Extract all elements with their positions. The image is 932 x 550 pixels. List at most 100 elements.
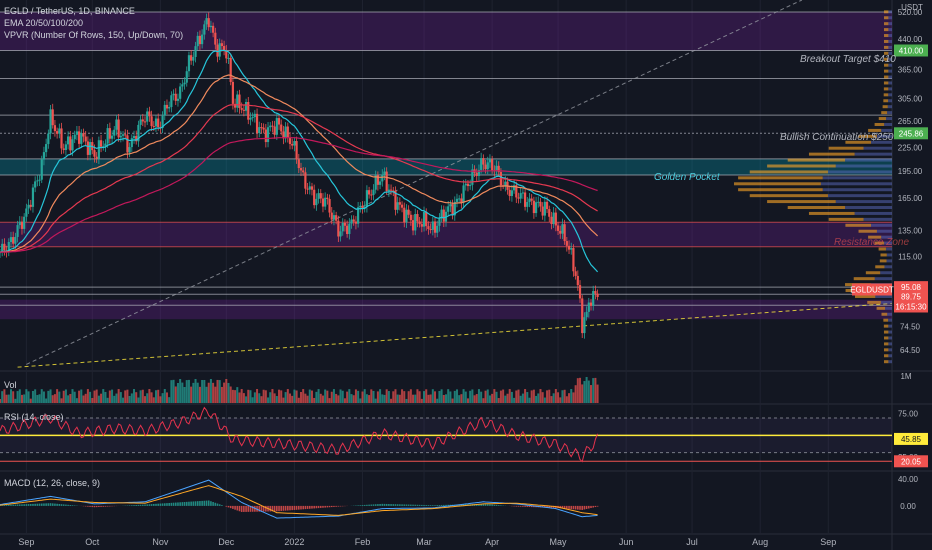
- macd-hist-bar: [302, 505, 304, 510]
- vp-bar-down: [888, 39, 892, 43]
- vp-bar-down: [887, 312, 892, 316]
- volume-bar: [528, 397, 531, 403]
- macd-hist-bar: [221, 505, 223, 506]
- candle-body: [49, 109, 52, 134]
- price-tick-label: 64.50: [900, 346, 921, 355]
- candle-body: [339, 231, 342, 237]
- vp-bar-down: [827, 170, 892, 174]
- candle-body: [543, 201, 546, 216]
- vp-bar-down: [871, 223, 892, 227]
- candle-body: [343, 222, 347, 226]
- volume-bar: [310, 390, 313, 403]
- volume-bar: [381, 394, 384, 403]
- vp-bar-down: [888, 99, 892, 103]
- macd-hist-bar: [269, 505, 272, 512]
- vp-bar-down: [854, 152, 892, 156]
- candle-body: [86, 141, 89, 155]
- vp-bar-down: [888, 51, 892, 55]
- candle-body: [387, 189, 390, 192]
- candle-body: [222, 46, 226, 51]
- candle-body: [170, 95, 173, 107]
- volume-legend[interactable]: Vol: [4, 380, 17, 390]
- volume-bar: [460, 394, 463, 403]
- candle-body: [530, 198, 533, 201]
- volume-bar: [431, 389, 434, 403]
- candle-body: [297, 159, 300, 169]
- vpvr-legend[interactable]: VPVR (Number Of Rows, 150, Up/Down, 70): [4, 30, 184, 40]
- candle-body: [154, 118, 158, 127]
- candle-body: [510, 190, 514, 197]
- candle-body: [383, 171, 386, 175]
- volume-bar: [304, 393, 307, 403]
- vp-bar-up: [865, 271, 881, 275]
- rsi-legend[interactable]: RSI (14, close): [4, 412, 64, 422]
- candle-body: [574, 271, 577, 276]
- candle-body: [372, 189, 375, 195]
- volume-bar: [510, 391, 513, 403]
- volume-bar: [451, 398, 454, 403]
- candle-body: [14, 236, 17, 244]
- volume-bar: [539, 389, 542, 403]
- candle-body: [321, 198, 325, 207]
- rsi-value-box: [894, 432, 928, 445]
- candle-body: [97, 140, 100, 159]
- vp-bar-up: [734, 182, 821, 186]
- volume-bar: [361, 391, 364, 403]
- candle-body: [554, 212, 557, 226]
- candle-body: [534, 202, 538, 214]
- vp-bar-down: [827, 194, 892, 198]
- candle-body: [508, 189, 511, 197]
- candle-body: [214, 32, 217, 45]
- volume-bar: [62, 390, 65, 403]
- symbol-legend[interactable]: EGLD / TetherUS, 1D, BINANCE: [4, 6, 135, 16]
- volume-bar: [563, 389, 566, 403]
- macd-hist-bar: [581, 505, 584, 510]
- volume-bar: [438, 390, 441, 403]
- macd-hist-bar: [583, 505, 586, 510]
- macd-hist-bar: [528, 505, 531, 508]
- candle-body: [548, 209, 551, 217]
- candle-body: [25, 208, 28, 217]
- candle-body: [482, 158, 485, 165]
- volume-bar: [89, 391, 92, 403]
- vp-bar-up: [845, 140, 872, 144]
- macd-hist-bar: [297, 505, 300, 510]
- candle-body: [130, 138, 133, 148]
- candle-body: [110, 135, 114, 139]
- volume-bar: [313, 397, 316, 403]
- vp-bar-up: [749, 170, 828, 174]
- candle-body: [227, 57, 230, 59]
- vp-bar-up: [845, 223, 872, 227]
- volume-bar: [183, 386, 186, 403]
- candle-body: [198, 35, 202, 45]
- volume-bar: [497, 398, 500, 403]
- candle-body: [205, 18, 208, 25]
- macd-hist-bar: [392, 504, 395, 506]
- volume-bar: [249, 390, 252, 403]
- candle-body: [517, 197, 520, 199]
- macd-legend[interactable]: MACD (12, 26, close, 9): [4, 478, 101, 488]
- candle-body: [20, 221, 24, 229]
- candle-body: [266, 127, 270, 143]
- volume-bar: [271, 389, 274, 403]
- price-label-text: 410.00: [899, 46, 924, 55]
- macd-hist-bar: [317, 505, 320, 509]
- volume-bar: [258, 393, 261, 403]
- candles: [0, 12, 599, 339]
- candle-body: [269, 125, 272, 128]
- candle-body: [47, 133, 50, 145]
- volume-bar: [40, 389, 43, 403]
- vp-bar-down: [835, 200, 892, 204]
- volume-bar: [218, 380, 221, 403]
- volume-bar: [508, 389, 511, 403]
- candle-body: [124, 134, 127, 136]
- ema-legend[interactable]: EMA 20/50/100/200: [4, 18, 84, 28]
- candle-body: [183, 82, 186, 85]
- volume-bar: [190, 386, 193, 403]
- candle-body: [429, 229, 432, 231]
- vp-bar-up: [880, 253, 887, 257]
- volume-bar: [159, 396, 162, 403]
- volume-bar: [251, 397, 254, 403]
- rsi-lower-text: 20.05: [901, 457, 922, 466]
